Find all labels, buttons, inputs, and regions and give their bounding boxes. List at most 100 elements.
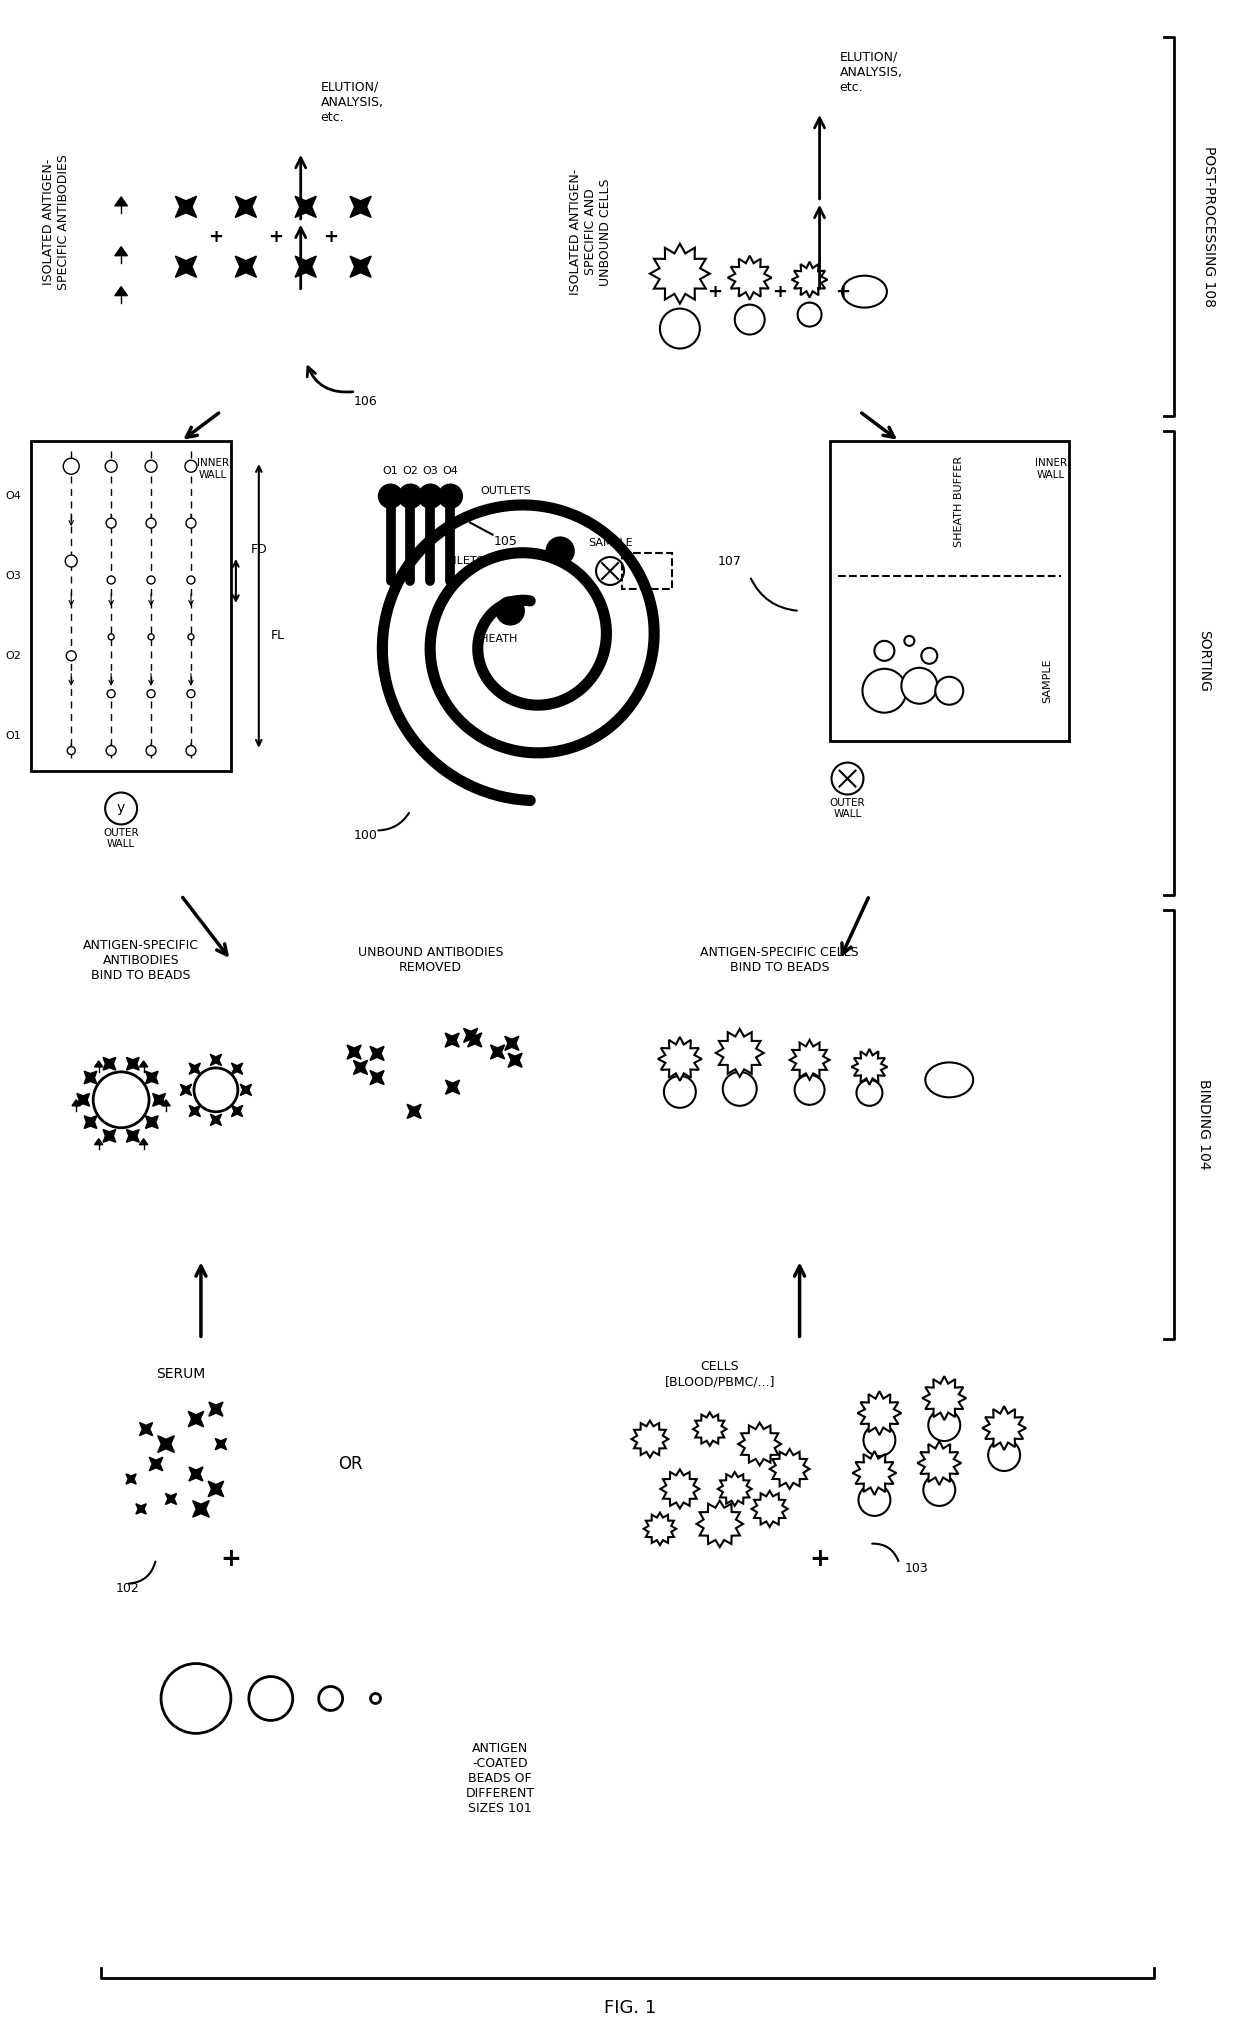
Bar	[622, 553, 672, 590]
Circle shape	[187, 690, 195, 698]
Text: SERUM: SERUM	[156, 1367, 206, 1382]
Text: 103: 103	[904, 1561, 928, 1576]
Polygon shape	[770, 1449, 810, 1490]
Polygon shape	[631, 1421, 668, 1457]
Polygon shape	[295, 196, 316, 218]
Text: O1: O1	[383, 465, 398, 476]
Polygon shape	[923, 1376, 966, 1421]
Polygon shape	[149, 1457, 162, 1472]
Circle shape	[188, 635, 193, 641]
Circle shape	[863, 1425, 895, 1455]
Polygon shape	[370, 1072, 384, 1084]
Polygon shape	[136, 1504, 146, 1514]
Circle shape	[148, 576, 155, 584]
Polygon shape	[445, 1033, 459, 1047]
Polygon shape	[791, 261, 827, 298]
Text: 105: 105	[494, 535, 517, 547]
Circle shape	[107, 518, 117, 529]
Circle shape	[418, 484, 443, 508]
Circle shape	[663, 1076, 696, 1108]
Polygon shape	[505, 1037, 518, 1051]
Polygon shape	[157, 1435, 175, 1453]
Polygon shape	[72, 1100, 81, 1106]
Polygon shape	[165, 1494, 176, 1504]
Polygon shape	[241, 1084, 252, 1096]
Polygon shape	[350, 196, 371, 218]
Text: ELUTION/
ANALYSIS,
etc.: ELUTION/ ANALYSIS, etc.	[839, 51, 903, 94]
Circle shape	[874, 641, 894, 661]
Text: OUTER
WALL: OUTER WALL	[103, 827, 139, 849]
Polygon shape	[126, 1129, 139, 1143]
Polygon shape	[236, 196, 257, 218]
Circle shape	[398, 484, 423, 508]
Circle shape	[904, 637, 914, 645]
Text: 100: 100	[353, 829, 377, 843]
Polygon shape	[353, 1061, 367, 1074]
Text: BINDING 104: BINDING 104	[1197, 1080, 1210, 1169]
Circle shape	[193, 1067, 238, 1112]
Polygon shape	[211, 1055, 222, 1065]
Circle shape	[67, 747, 76, 755]
Polygon shape	[84, 1116, 97, 1129]
Text: FL: FL	[270, 629, 285, 643]
Circle shape	[105, 461, 117, 471]
Polygon shape	[661, 1470, 699, 1508]
Polygon shape	[140, 1423, 153, 1435]
Circle shape	[378, 484, 403, 508]
Polygon shape	[153, 1094, 165, 1106]
Polygon shape	[718, 1472, 751, 1506]
Text: O4: O4	[5, 492, 21, 502]
Polygon shape	[738, 1423, 781, 1465]
Polygon shape	[728, 255, 771, 300]
Text: INNER
WALL: INNER WALL	[197, 459, 229, 480]
Text: ELUTION/
ANALYSIS,
etc.: ELUTION/ ANALYSIS, etc.	[321, 80, 383, 125]
Text: O3: O3	[423, 465, 438, 476]
Polygon shape	[295, 255, 316, 278]
Circle shape	[185, 461, 197, 471]
Polygon shape	[180, 1084, 192, 1096]
Text: FIG. 1: FIG. 1	[604, 1998, 656, 2017]
Circle shape	[249, 1676, 293, 1721]
Circle shape	[148, 690, 155, 698]
Polygon shape	[697, 1500, 743, 1547]
Polygon shape	[188, 1467, 203, 1482]
Polygon shape	[350, 255, 371, 278]
Circle shape	[660, 308, 699, 349]
Text: O1: O1	[5, 731, 21, 741]
Polygon shape	[188, 1412, 203, 1427]
Polygon shape	[464, 1029, 477, 1043]
Polygon shape	[852, 1451, 897, 1494]
Circle shape	[921, 647, 937, 663]
Circle shape	[901, 667, 937, 704]
Circle shape	[161, 1663, 231, 1733]
Circle shape	[988, 1439, 1021, 1472]
Text: +: +	[221, 1547, 242, 1572]
Polygon shape	[162, 1100, 170, 1106]
Text: CELLS
[BLOOD/PBMC/...]: CELLS [BLOOD/PBMC/...]	[665, 1359, 775, 1388]
Polygon shape	[139, 1139, 148, 1145]
Text: SORTING: SORTING	[1197, 631, 1210, 692]
Polygon shape	[192, 1500, 210, 1516]
Polygon shape	[491, 1045, 505, 1059]
Polygon shape	[658, 1037, 702, 1082]
Circle shape	[66, 651, 76, 661]
Text: INNER
WALL: INNER WALL	[1035, 459, 1068, 480]
Polygon shape	[139, 1061, 148, 1067]
Polygon shape	[715, 1029, 764, 1078]
Polygon shape	[103, 1057, 115, 1069]
Polygon shape	[145, 1072, 159, 1084]
Polygon shape	[982, 1406, 1025, 1449]
Circle shape	[186, 518, 196, 529]
Circle shape	[186, 745, 196, 755]
Circle shape	[858, 1484, 890, 1516]
Polygon shape	[236, 255, 257, 278]
Polygon shape	[232, 1063, 243, 1074]
Polygon shape	[216, 1439, 227, 1449]
Polygon shape	[407, 1104, 422, 1118]
Text: +: +	[707, 282, 722, 300]
Text: +: +	[268, 229, 283, 245]
Polygon shape	[77, 1094, 89, 1106]
Polygon shape	[211, 1114, 222, 1125]
Text: +: +	[810, 1547, 830, 1572]
Polygon shape	[508, 1053, 522, 1067]
